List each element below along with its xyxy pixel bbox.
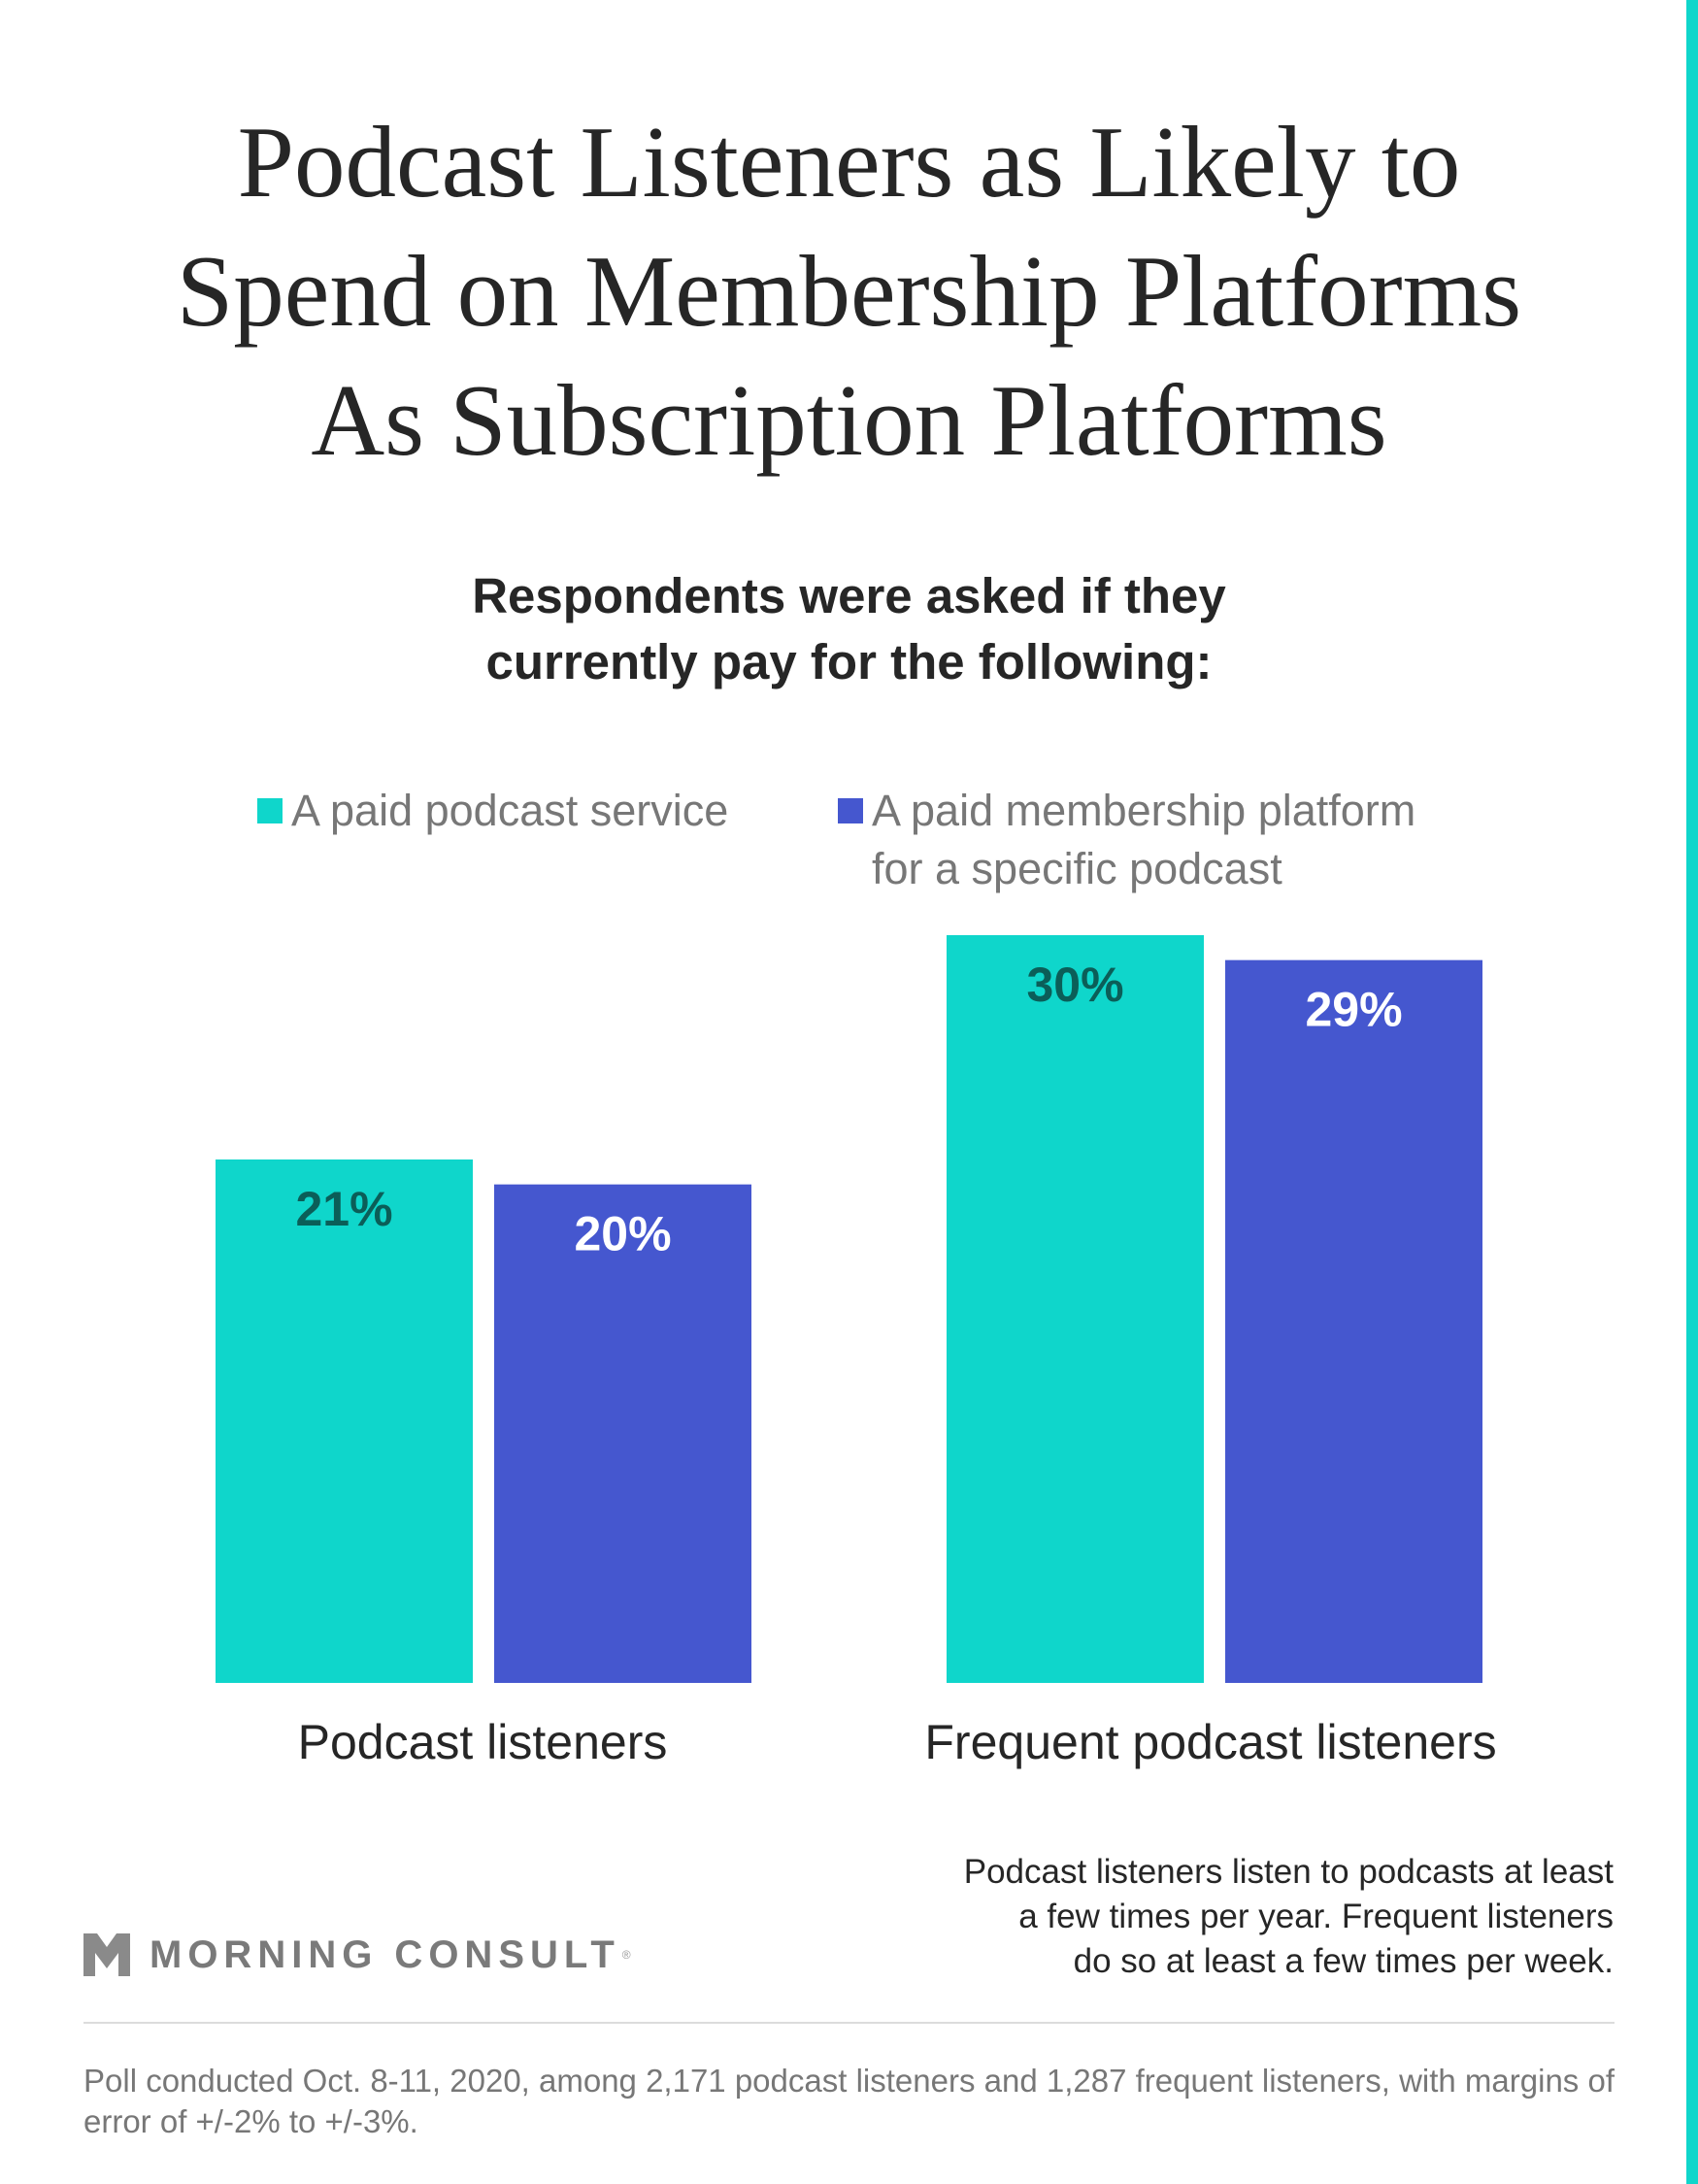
note-line-2: a few times per year. Frequent listeners [1018, 1898, 1614, 1935]
note-line-3: do so at least a few times per week. [1073, 1942, 1614, 1980]
category-label-frequent-listeners: Frequent podcast listeners [924, 1715, 1497, 1769]
legend-swatch-podcast-service [257, 798, 283, 823]
definition-note: Podcast listeners listen to podcasts at … [876, 1850, 1614, 1984]
bar-podcast-listeners-membership-platform [494, 1184, 751, 1683]
title-line-2: Spend on Membership Platforms [176, 234, 1522, 348]
bar-chart: 21% 20% 30% 29% [216, 935, 1482, 1683]
logo-wordmark: MORNING CONSULT [150, 1932, 620, 1976]
bar-podcast-listeners-podcast-service [216, 1159, 473, 1683]
legend-swatch-membership-platform [838, 798, 863, 823]
title-line-3: As Subscription Platforms [311, 363, 1387, 477]
footer-divider [83, 2022, 1615, 2024]
subtitle-line-1: Respondents were asked if they [472, 568, 1226, 623]
legend-label-podcast-service: A paid podcast service [291, 786, 729, 835]
legend: A paid podcast service A paid membership… [0, 782, 1698, 898]
category-label-podcast-listeners: Podcast listeners [297, 1715, 668, 1769]
chart-title: Podcast Listeners as Likely to Spend on … [58, 97, 1640, 485]
note-line-1: Podcast listeners listen to podcasts at … [963, 1853, 1614, 1891]
legend-label-membership-line-2: for a specific podcast [872, 844, 1282, 893]
morning-consult-logo: MORNING CONSULT ® [83, 1931, 631, 1979]
chart-subtitle: Respondents were asked if they currently… [194, 563, 1504, 695]
legend-item-membership-platform: A paid membership platform for a specifi… [838, 782, 1415, 898]
data-label-frequent-listeners-membership-platform: 29% [1305, 983, 1402, 1037]
legend-label-membership-line-1: A paid membership platform [872, 786, 1416, 835]
bar-frequent-listeners-membership-platform [1225, 959, 1482, 1683]
data-label-frequent-listeners-podcast-service: 30% [1026, 958, 1123, 1012]
legend-item-podcast-service: A paid podcast service [257, 782, 728, 840]
title-line-1: Podcast Listeners as Likely to [237, 105, 1461, 218]
data-label-podcast-listeners-membership-platform: 20% [574, 1207, 671, 1261]
methodology-footer: Poll conducted Oct. 8-11, 2020, among 2,… [83, 2063, 1615, 2139]
data-label-podcast-listeners-podcast-service: 21% [295, 1182, 392, 1236]
subtitle-line-2: currently pay for the following: [485, 634, 1213, 689]
morning-consult-logo-icon [83, 1933, 130, 1976]
accent-bar [1686, 0, 1698, 2184]
logo-registered-mark: ® [621, 1948, 631, 1962]
bar-frequent-listeners-podcast-service [947, 935, 1204, 1683]
